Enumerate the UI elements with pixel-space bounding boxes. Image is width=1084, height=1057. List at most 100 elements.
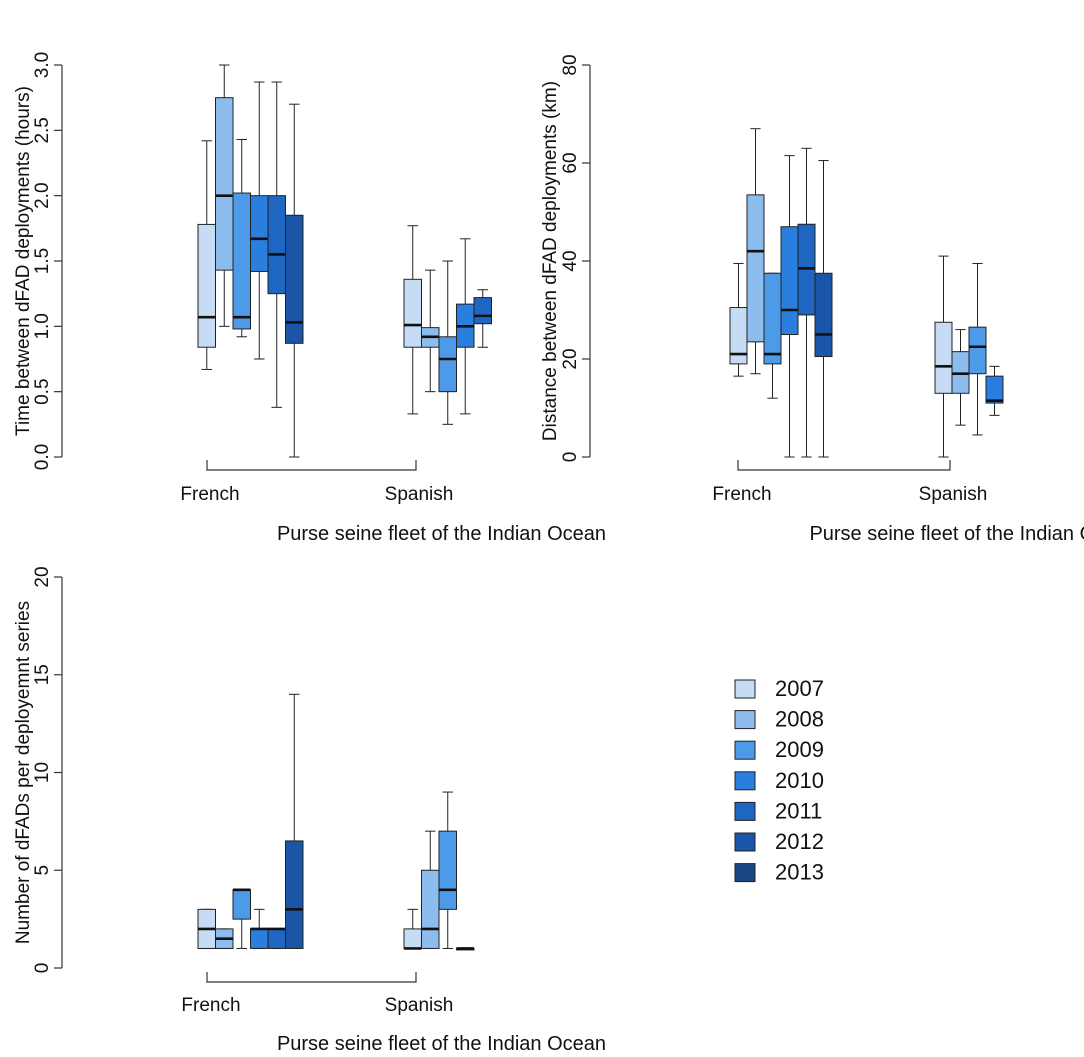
- legend-label: 2009: [775, 737, 824, 762]
- box-iqr: [934, 321, 953, 394]
- box-iqr: [438, 830, 457, 910]
- legend-item-2009: 2009: [734, 737, 824, 762]
- box-2007-spanish: [403, 225, 422, 415]
- box-2010-french: [250, 908, 269, 949]
- x-axis-line: [206, 972, 417, 983]
- legend-item-2012: 2012: [734, 829, 824, 854]
- box-iqr: [403, 278, 422, 348]
- x-tick-label: French: [180, 484, 239, 505]
- y-axis-label: Time between dFAD deployments (hours): [13, 86, 34, 436]
- x-axis-line: [206, 460, 417, 471]
- box-iqr: [285, 840, 304, 949]
- box-iqr: [780, 226, 799, 335]
- box-iqr: [197, 223, 216, 348]
- y-tick-label: 2.5: [32, 117, 53, 143]
- x-tick-label: Spanish: [385, 484, 454, 505]
- box-iqr: [215, 97, 234, 271]
- x-axis-label: Purse seine fleet of the Indian Ocean: [809, 523, 1084, 545]
- box-iqr: [763, 272, 782, 365]
- box-2009-spanish: [438, 260, 457, 425]
- chart-panel-2: 0 20 40 60 80 Distance between dFAD deploymen…: [540, 54, 1084, 545]
- legend-swatch: [734, 771, 756, 791]
- y-tick-label: 20: [32, 566, 53, 587]
- legend-swatch: [734, 801, 756, 821]
- box-2011-spanish: [473, 289, 492, 348]
- box-2007-french: [197, 908, 216, 949]
- legend-swatch: [734, 679, 756, 699]
- legend-swatch: [734, 863, 756, 883]
- box-iqr: [285, 214, 304, 344]
- box-2010-spanish: [456, 947, 475, 951]
- y-tick-label: 60: [560, 152, 581, 173]
- legend-item-2007: 2007: [734, 676, 824, 701]
- x-axis-line: [737, 460, 951, 471]
- x-tick-label: Spanish: [919, 484, 988, 505]
- y-axis-label: Distance between dFAD deployments (km): [540, 81, 561, 441]
- box-iqr: [267, 195, 286, 295]
- y-tick-label: 80: [560, 54, 581, 75]
- y-tick-label: 3.0: [32, 52, 53, 78]
- y-tick-label: 0: [560, 452, 581, 463]
- box-iqr: [814, 272, 833, 358]
- box-2009-french: [232, 138, 251, 338]
- box-iqr: [232, 192, 251, 330]
- box-2007-french: [729, 262, 748, 377]
- y-tick-label: 1.5: [32, 248, 53, 274]
- x-tick-label: French: [181, 995, 240, 1016]
- box-2012-french: [814, 160, 833, 458]
- box-2009-spanish: [438, 791, 457, 949]
- legend-swatch: [734, 710, 756, 730]
- y-tick-label: 0.0: [32, 444, 53, 470]
- legend-label: 2013: [775, 860, 824, 885]
- box-iqr: [968, 326, 987, 375]
- box-2010-spanish: [985, 365, 1004, 416]
- box-2011-french: [797, 147, 816, 458]
- box-2008-french: [215, 64, 234, 327]
- box-2007-spanish: [934, 255, 953, 458]
- legend-label: 2012: [775, 829, 824, 854]
- box-iqr: [729, 307, 748, 365]
- box-iqr: [267, 928, 286, 949]
- y-tick-label: 40: [560, 250, 581, 271]
- box-2012-french: [285, 693, 304, 949]
- x-tick-label: Spanish: [385, 995, 454, 1016]
- y-tick-label: 15: [32, 664, 53, 685]
- box-iqr: [232, 889, 251, 920]
- legend-label: 2011: [775, 798, 822, 823]
- box-2008-spanish: [951, 329, 970, 426]
- legend-item-2008: 2008: [734, 707, 824, 732]
- box-2008-french: [215, 928, 234, 949]
- y-tick-label: 0: [32, 963, 53, 974]
- y-tick-label: 1.0: [32, 313, 53, 339]
- legend-swatch: [734, 832, 756, 852]
- box-2008-french: [746, 128, 765, 375]
- x-tick-label: French: [712, 484, 771, 505]
- x-axis-label: Purse seine fleet of the Indian Ocean: [277, 523, 606, 545]
- legend-item-2010: 2010: [734, 768, 824, 793]
- box-2010-french: [780, 155, 799, 458]
- legend-swatch: [734, 740, 756, 760]
- box-2009-french: [232, 888, 251, 949]
- box-2011-french: [267, 927, 286, 949]
- box-2009-spanish: [968, 262, 987, 436]
- legend-item-2011: 2011: [734, 798, 822, 823]
- chart-panel-1: 0.0 0.5 1.0 1.5 2.0 2.5 3.0 Time between dFAD d…: [13, 52, 606, 545]
- box-2009-french: [763, 272, 782, 399]
- legend-label: 2007: [775, 676, 824, 701]
- box-2007-french: [197, 140, 216, 370]
- y-tick-label: 5: [32, 865, 53, 876]
- box-iqr: [746, 194, 765, 343]
- box-iqr: [250, 195, 269, 272]
- box-2012-french: [285, 103, 304, 458]
- box-iqr: [421, 869, 440, 949]
- box-iqr: [985, 375, 1004, 404]
- y-tick-label: 10: [32, 762, 53, 783]
- x-axis-label: Purse seine fleet of the Indian Ocean: [277, 1033, 606, 1055]
- legend: 2007 2008 2009 2010 2011 2012 2013: [734, 676, 824, 885]
- box-2010-spanish: [456, 238, 475, 415]
- y-axis-label: Number of dFADs per deployemnt series: [13, 601, 34, 944]
- box-2008-spanish: [421, 269, 440, 393]
- chart-panel-3: 0 5 10 15 20 Number of dFADs per deployemnt s…: [13, 566, 606, 1055]
- box-iqr: [438, 336, 457, 393]
